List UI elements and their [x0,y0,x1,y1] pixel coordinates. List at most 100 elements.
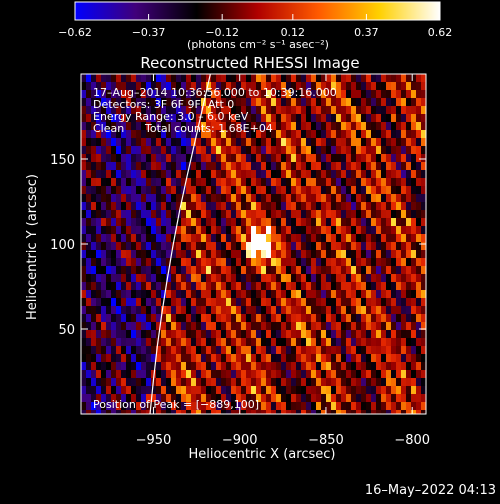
heatmap-cell [401,98,407,107]
heatmap-cell [366,210,372,219]
heatmap-cell [111,338,117,347]
heatmap-cell [276,402,282,411]
heatmap-cell [181,178,187,187]
heatmap-cell [371,234,377,243]
heatmap-cell [416,146,422,155]
heatmap-cell [266,354,272,363]
heatmap-cell [326,234,332,243]
heatmap-cell [86,178,92,187]
heatmap-cell [176,298,182,307]
heatmap-cell [246,178,252,187]
heatmap-cell [176,306,182,315]
heatmap-cell [386,90,392,99]
heatmap-cell [196,266,202,275]
heatmap-cell [381,162,387,171]
heatmap-cell [146,338,152,347]
heatmap-cell [276,106,282,115]
heatmap-cell [326,194,332,203]
heatmap-cell [216,226,222,235]
heatmap-cell [131,354,137,363]
heatmap-cell [306,186,312,195]
heatmap-cell [166,330,172,339]
heatmap-cell [231,122,237,131]
heatmap-cell [131,290,137,299]
heatmap-cell [291,250,297,259]
heatmap-cell [371,386,377,395]
heatmap-cell [241,114,247,123]
heatmap-cell [91,266,97,275]
heatmap-cell [291,394,297,403]
heatmap-cell [171,322,177,331]
heatmap-cell [241,250,247,259]
heatmap-cell [161,154,167,163]
heatmap-cell [181,82,187,91]
heatmap-cell [106,178,112,187]
heatmap-cell [256,306,262,315]
heatmap-cell [321,258,327,267]
heatmap-cell [131,98,137,107]
heatmap-cell [136,82,142,91]
heatmap-cell [386,154,392,163]
heatmap-cell [186,138,192,147]
heatmap-cell [106,290,112,299]
heatmap-cell [341,338,347,347]
heatmap-cell [386,298,392,307]
heatmap-cell [141,146,147,155]
heatmap-cell [246,298,252,307]
heatmap-cell [226,218,232,227]
heatmap-cell [391,90,397,99]
heatmap-cell [86,98,92,107]
heatmap-cell [171,346,177,355]
heatmap-cell [136,242,142,251]
heatmap-cell [311,226,317,235]
colorbar-tick-label: −0.12 [205,26,239,39]
heatmap-cell [386,74,392,83]
heatmap-cell [391,122,397,131]
heatmap-cell [136,162,142,171]
heatmap-cell [286,98,292,107]
heatmap-cell [341,98,347,107]
heatmap-cell [126,130,132,139]
heatmap-cell [411,130,417,139]
heatmap-cell [306,346,312,355]
heatmap-cell [261,106,267,115]
heatmap-cell [246,106,252,115]
heatmap-cell [226,338,232,347]
heatmap-cell [306,218,312,227]
heatmap-cell [391,362,397,371]
heatmap-cell [156,106,162,115]
heatmap-cell [276,258,282,267]
heatmap-cell [391,98,397,107]
heatmap-cell [211,122,217,131]
heatmap-cell [331,298,337,307]
heatmap-cell [211,274,217,283]
heatmap-cell [351,354,357,363]
heatmap-cell [321,162,327,171]
colorbar [74,1,441,21]
heatmap-cell [351,170,357,179]
heatmap-cell [191,282,197,291]
heatmap-cell [371,202,377,211]
heatmap-cell [196,178,202,187]
heatmap-cell [421,90,426,99]
heatmap-cell [166,298,172,307]
heatmap-cell [116,330,122,339]
heatmap-cell [396,370,402,379]
heatmap-cell [181,226,187,235]
heatmap-cell [376,170,382,179]
heatmap-cell [141,306,147,315]
heatmap-cell [226,258,232,267]
heatmap-cell [346,314,352,323]
heatmap-cell [281,146,287,155]
heatmap-cell [396,106,402,115]
heatmap-cell [241,266,247,275]
heatmap-cell [186,170,192,179]
heatmap-cell [101,250,107,259]
heatmap-cell [116,386,122,395]
heatmap-cell [211,194,217,203]
heatmap-cell [341,202,347,211]
heatmap-cell [371,90,377,99]
heatmap-cell [126,386,132,395]
heatmap-cell [276,146,282,155]
heatmap-cell [231,106,237,115]
